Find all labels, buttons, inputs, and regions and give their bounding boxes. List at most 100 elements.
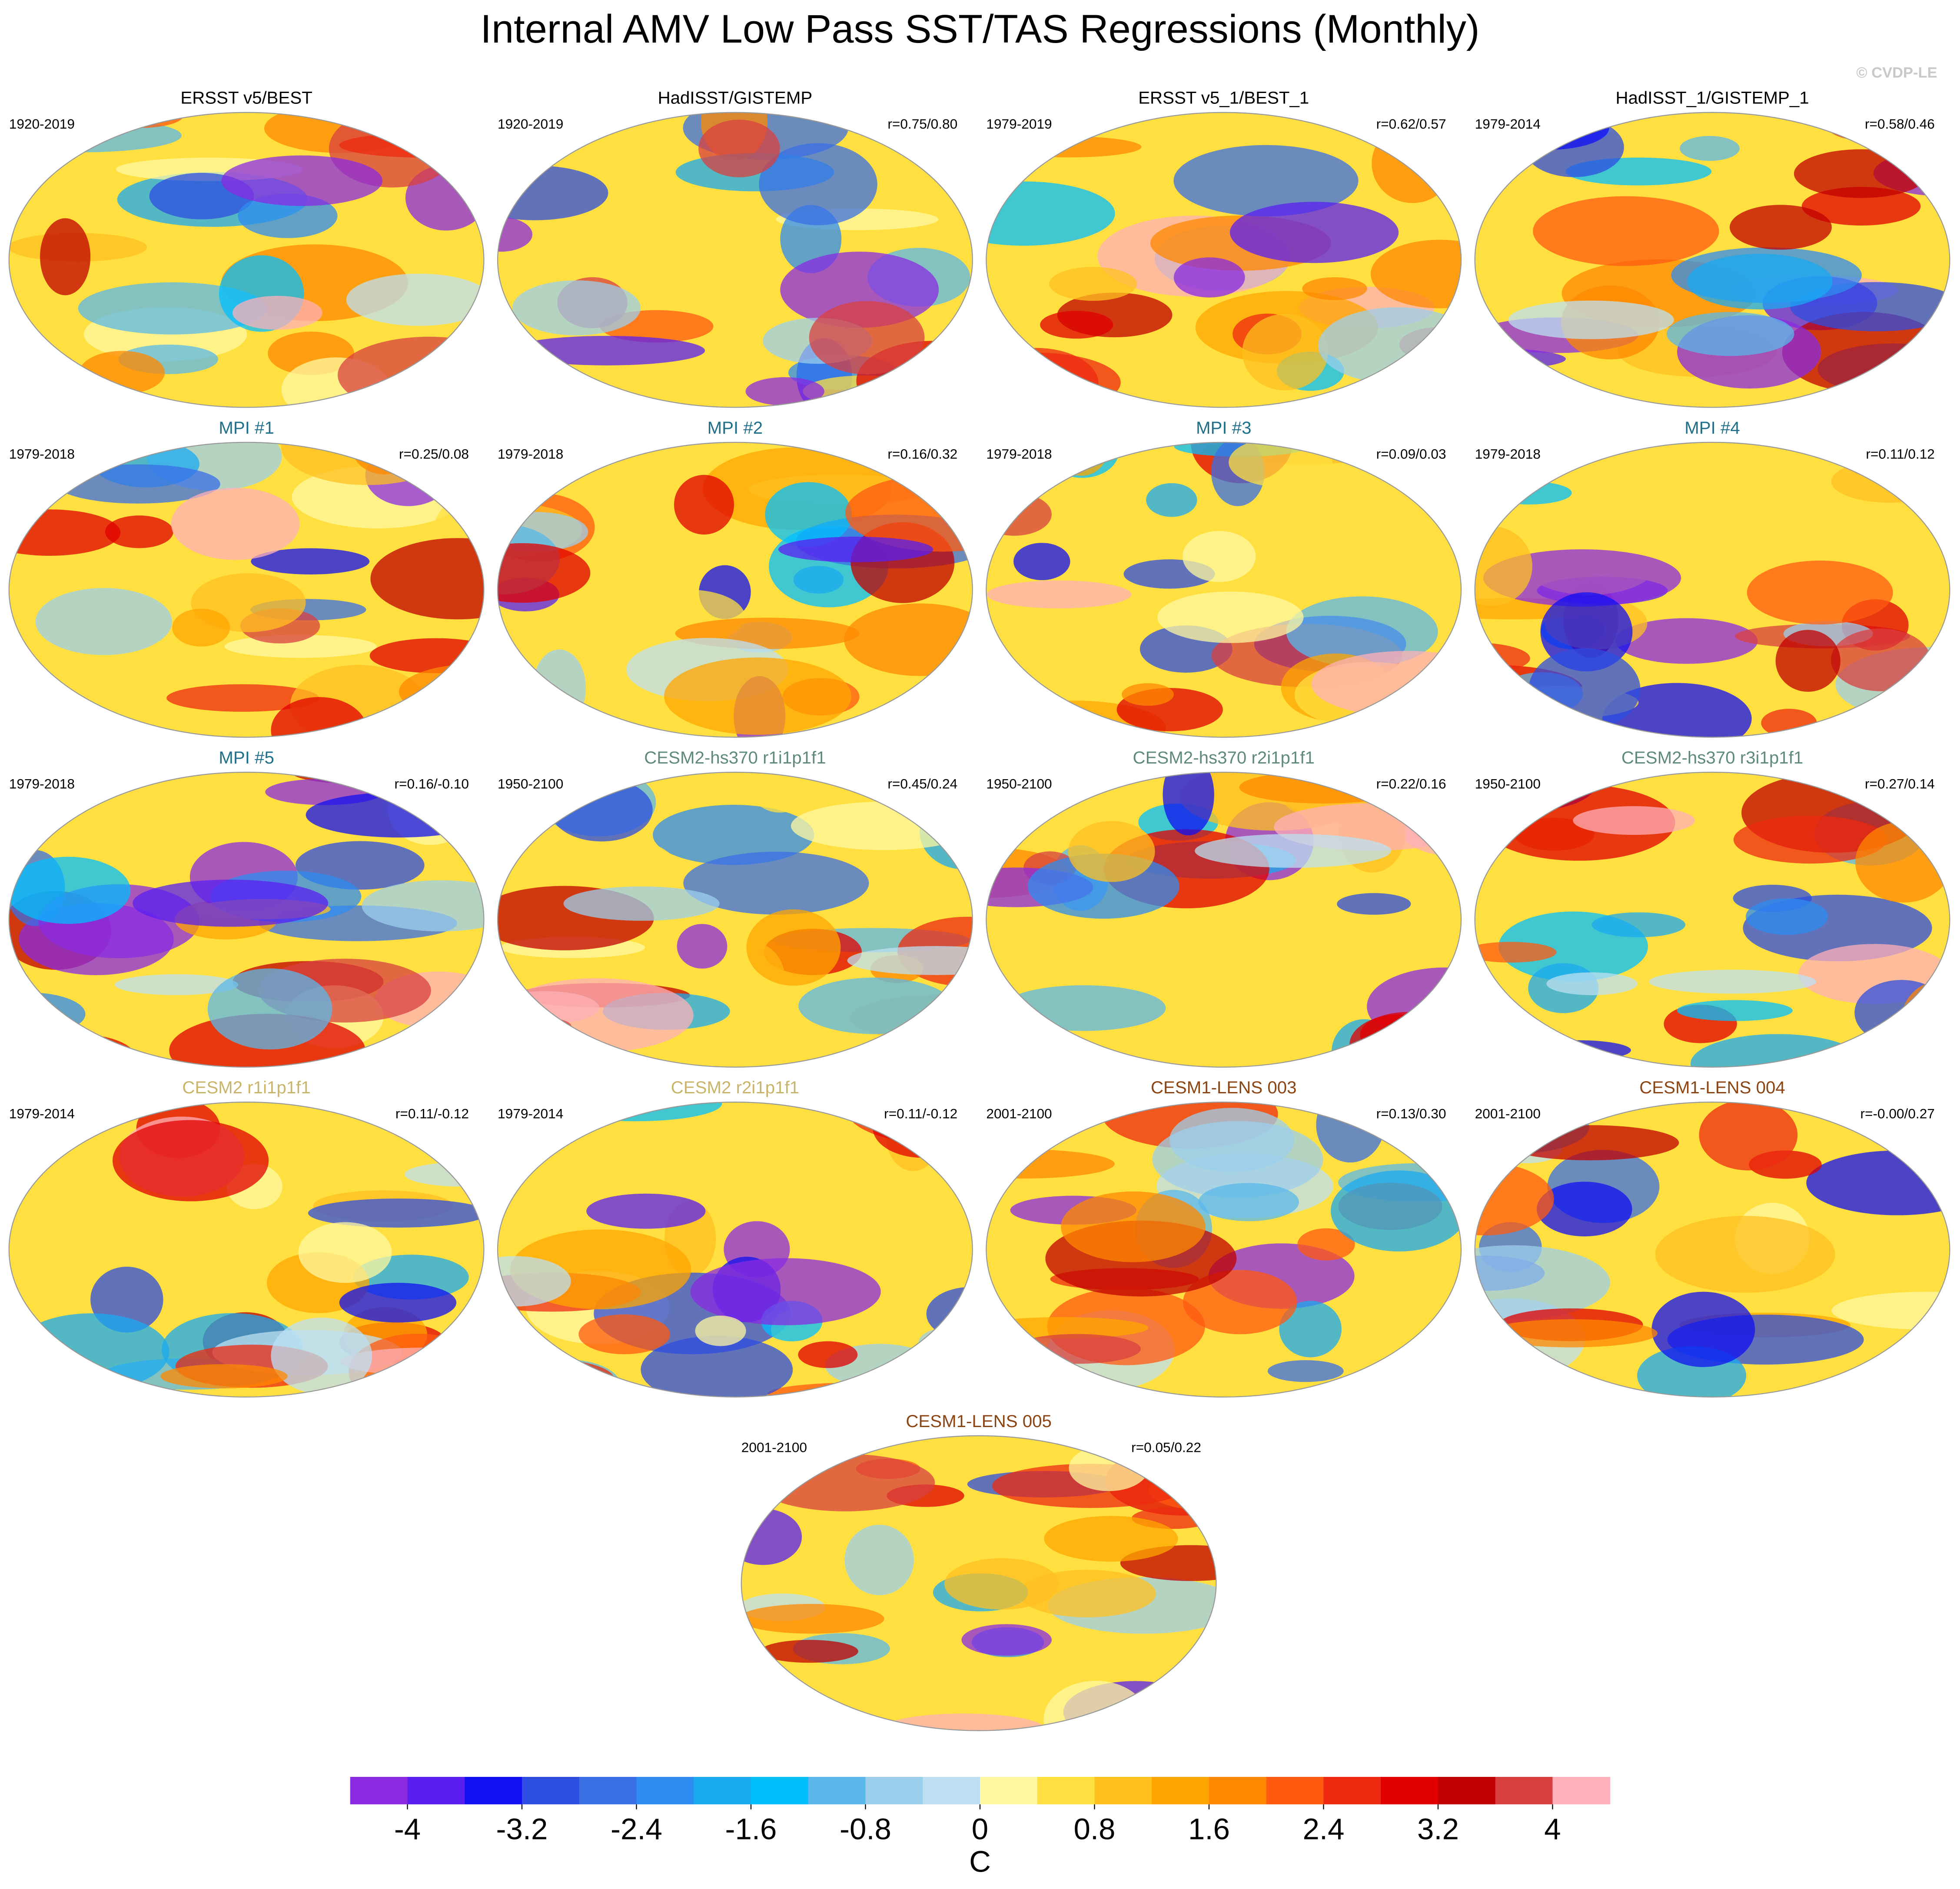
map-blob	[1528, 648, 1641, 730]
map-blob	[306, 792, 484, 838]
map-blob	[171, 488, 300, 560]
panel-r: r=0.11/-0.12	[395, 1106, 469, 1122]
panel-period: 1979-2019	[986, 116, 1052, 132]
watermark: © CVDP-LE	[1856, 64, 1937, 81]
map-blob	[986, 181, 1115, 246]
map-blob	[1486, 481, 1572, 505]
map-blob	[1242, 314, 1329, 391]
colorbar-cell	[923, 1776, 980, 1805]
map-blob	[9, 1374, 125, 1397]
map-blob	[1747, 560, 1893, 625]
map-blob	[791, 801, 973, 850]
map-blob	[571, 839, 677, 896]
map-blob	[986, 493, 1052, 536]
map-blob	[1286, 596, 1438, 667]
colorbar-label: -1.6	[725, 1813, 777, 1846]
map-blob	[1391, 1335, 1462, 1393]
map-blob	[1591, 912, 1686, 937]
panel-r: r=0.58/0.46	[1865, 116, 1935, 132]
map-blob	[1794, 149, 1929, 198]
map-blob	[986, 140, 1042, 162]
map-blob	[1508, 300, 1674, 339]
map-blob	[172, 608, 230, 647]
map-blob	[404, 1162, 484, 1187]
map-blob	[1775, 630, 1840, 692]
map	[1475, 1102, 1950, 1397]
map-blob	[338, 336, 484, 408]
map-blob	[1651, 1291, 1755, 1367]
panel-title: CESM2-hs370 r1i1p1f1	[644, 748, 826, 767]
colorbar-cell	[636, 1776, 694, 1805]
colorbar-label: 2.4	[1303, 1813, 1345, 1846]
map-blob	[115, 974, 239, 995]
colorbar-label: 1.6	[1188, 1813, 1230, 1846]
map-blob	[339, 1282, 457, 1323]
panel-title: CESM2 r2i1p1f1	[671, 1078, 799, 1097]
map-blob	[986, 1149, 1115, 1179]
map-blob	[399, 664, 484, 720]
colorbar-label: 4	[1544, 1813, 1561, 1846]
map-blob	[765, 482, 852, 547]
map-outline	[1474, 112, 1950, 408]
map-outline	[1474, 771, 1950, 1068]
map-blob	[760, 1640, 858, 1663]
map-blob	[741, 1508, 802, 1565]
panel-r: r=-0.00/0.27	[1860, 1106, 1934, 1122]
map-blob	[1267, 1360, 1344, 1382]
colorbar-label: -2.4	[611, 1813, 662, 1846]
map	[1475, 442, 1950, 737]
map-blob	[271, 1318, 372, 1394]
panel-period: 1979-2018	[986, 446, 1052, 461]
panel-title: CESM2-hs370 r2i1p1f1	[1133, 748, 1315, 767]
panel-title: CESM1-LENS 003	[1151, 1078, 1297, 1097]
map-blob	[369, 638, 484, 674]
map-blob	[1649, 969, 1817, 994]
colorbar-cell	[1552, 1776, 1611, 1805]
map-blob	[1394, 1338, 1462, 1397]
map-blob	[1001, 985, 1166, 1031]
map-blob	[759, 143, 877, 226]
panel-r: r=0.75/0.80	[887, 116, 957, 132]
map-blob	[498, 1256, 571, 1307]
figure-title: Internal AMV Low Pass SST/TAS Regression…	[480, 7, 1479, 51]
map-blob	[798, 977, 953, 1034]
map-blob	[683, 851, 869, 915]
map	[498, 1102, 973, 1397]
map-blob	[96, 112, 184, 128]
map-blob	[1349, 1014, 1449, 1067]
map-outline	[986, 771, 1462, 1068]
map-blob	[1854, 979, 1949, 1046]
map-blob	[741, 1603, 884, 1634]
map-blob	[918, 1328, 973, 1357]
map-blob	[160, 1364, 288, 1388]
panel-title: CESM2 r1i1p1f1	[182, 1078, 310, 1097]
map-blob	[893, 368, 973, 408]
map-blob	[1573, 806, 1695, 835]
map-blob	[1475, 787, 1530, 822]
panel-period: 1979-2018	[498, 446, 563, 461]
map-blob	[1297, 1228, 1355, 1261]
map-blob	[1044, 1516, 1178, 1562]
map-blob	[997, 136, 1142, 158]
map-blob	[1148, 1471, 1216, 1511]
panel-r: r=0.11/-0.12	[884, 1106, 957, 1122]
map-blob	[1546, 972, 1638, 995]
map-blob	[744, 772, 815, 813]
map-blob	[1122, 683, 1174, 706]
map-blob	[1318, 307, 1462, 384]
colorbar-cell	[808, 1776, 866, 1805]
map-blob	[308, 1198, 484, 1228]
map-blob	[346, 273, 484, 326]
map-blob	[9, 857, 131, 924]
map-blob	[1173, 145, 1359, 216]
map	[1475, 772, 1950, 1067]
map-blob	[653, 804, 814, 865]
panel-title: HadISST_1/GISTEMP_1	[1615, 88, 1809, 108]
map-blob	[1302, 277, 1367, 300]
map	[741, 1435, 1216, 1731]
map-blob	[1699, 1102, 1798, 1171]
panel-r: r=0.13/0.30	[1376, 1106, 1446, 1122]
map-blob	[1730, 205, 1832, 250]
